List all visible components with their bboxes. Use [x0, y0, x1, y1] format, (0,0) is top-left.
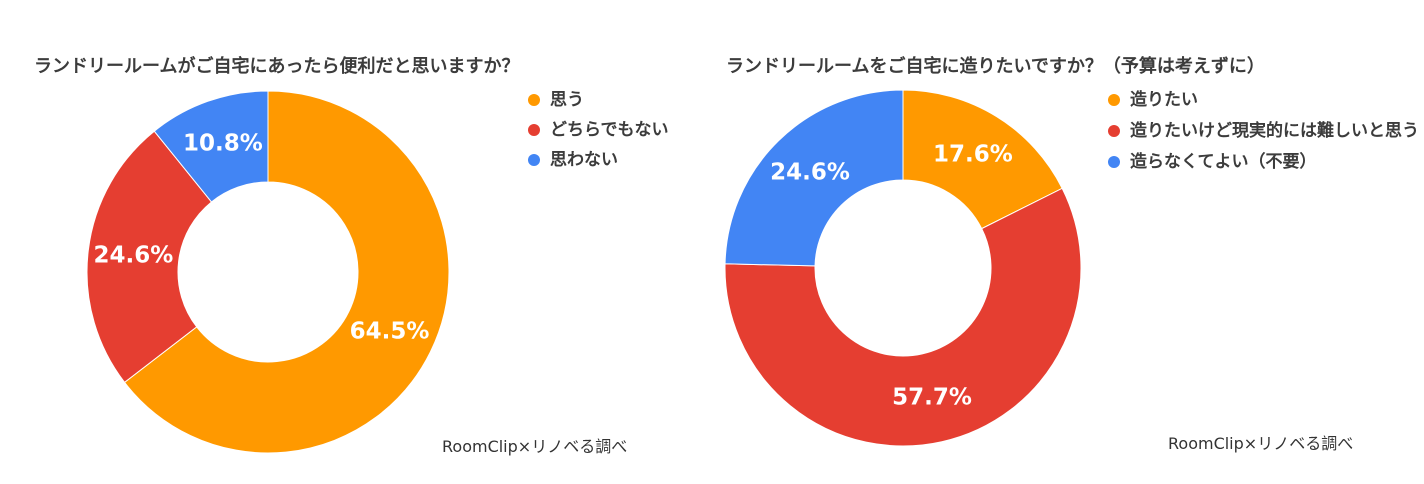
- legend-label: どちらでもない: [550, 120, 669, 140]
- chart-panel-2: 17.6% 57.7% 24.6% ランドリールームをご自宅に造りたいですか？（予算…: [712, 0, 1424, 484]
- chart-title: ランドリールームをご自宅に造りたいですか？（予算は考えずに）: [726, 56, 1265, 77]
- chart-panel-1: 64.5% 24.6% 10.8% ランドリールームがご自宅にあったら便利だと思いま…: [34, 56, 669, 456]
- source-note: RoomClip×リノベる調べ: [1168, 434, 1354, 453]
- slice-value-label: 64.5%: [350, 318, 430, 344]
- slice-value-label: 17.6%: [933, 141, 1013, 167]
- legend-label: 造りたいけど現実的には難しいと思う: [1130, 121, 1419, 141]
- legend-item: 思わない: [526, 150, 669, 170]
- legend-item: 造りたい: [1106, 90, 1420, 110]
- legend-swatch: [528, 94, 540, 106]
- legend-item: どちらでもない: [526, 120, 669, 140]
- slice-value-label: 10.8%: [183, 131, 263, 157]
- chart-title: ランドリールームがご自宅にあったら便利だと思いますか？: [34, 56, 520, 77]
- legend-swatch: [1108, 125, 1120, 137]
- legend: 思う どちらでもない 思わない: [526, 90, 669, 180]
- legend-label: 思わない: [550, 150, 618, 170]
- legend: 造りたい 造りたいけど現実的には難しいと思う 造らなくてよい（不要）: [1106, 90, 1420, 183]
- legend-item: 造らなくてよい（不要）: [1106, 152, 1420, 172]
- legend-label: 造りたい: [1130, 90, 1198, 110]
- donut-slice: [123, 90, 450, 454]
- donut-chart-2: 17.6% 57.7% 24.6%: [724, 89, 1082, 447]
- legend-label: 思う: [550, 90, 584, 110]
- donut-slice: [724, 89, 904, 267]
- donut-slice: [724, 187, 1082, 447]
- legend-swatch: [528, 154, 540, 166]
- donut-chart-1: 64.5% 24.6% 10.8%: [86, 90, 450, 454]
- slice-value-label: 24.6%: [770, 159, 850, 185]
- legend-item: 造りたいけど現実的には難しいと思う: [1106, 121, 1420, 141]
- slice-value-label: 57.7%: [892, 384, 972, 410]
- legend-label: 造らなくてよい（不要）: [1130, 152, 1317, 172]
- slice-value-label: 24.6%: [94, 243, 174, 269]
- legend-item: 思う: [526, 90, 669, 110]
- legend-swatch: [1108, 94, 1120, 106]
- legend-swatch: [1108, 156, 1120, 168]
- donut-slice: [86, 130, 213, 384]
- donut-slice: [153, 90, 269, 203]
- legend-swatch: [528, 124, 540, 136]
- source-note: RoomClip×リノベる調べ: [442, 437, 628, 456]
- donut-slice: [902, 89, 1063, 230]
